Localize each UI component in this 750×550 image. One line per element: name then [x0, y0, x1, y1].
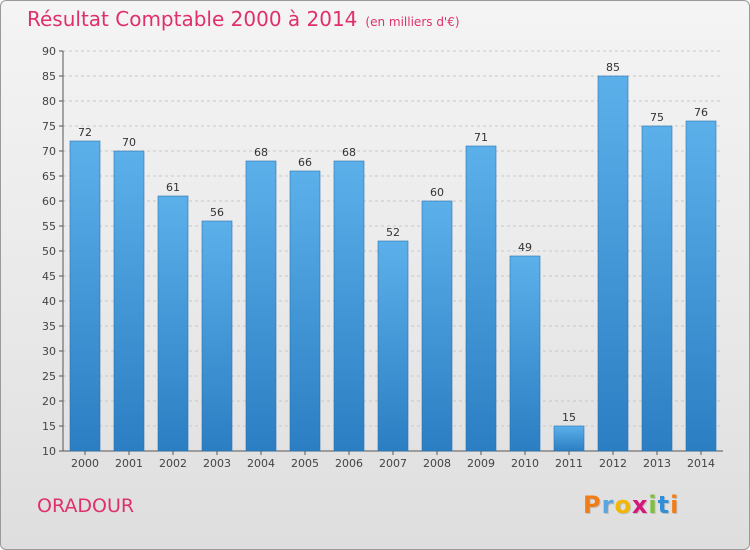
logo-letter: i	[670, 491, 680, 519]
y-tick-label: 90	[42, 45, 56, 58]
x-tick-label: 2010	[511, 457, 539, 470]
value-label: 61	[166, 181, 180, 194]
bar-2000	[69, 140, 101, 452]
proxiti-logo[interactable]: Proxiti	[583, 491, 679, 519]
y-tick-label: 50	[42, 245, 56, 258]
value-label: 75	[650, 111, 664, 124]
y-tick-label: 55	[42, 220, 56, 233]
y-tick-label: 60	[42, 195, 56, 208]
value-label: 15	[562, 411, 576, 424]
y-tick-label: 45	[42, 270, 56, 283]
bar-2005	[289, 170, 321, 452]
bar-2013	[641, 125, 673, 452]
value-label: 85	[606, 61, 620, 74]
value-label: 76	[694, 106, 708, 119]
logo-letter: o	[614, 491, 632, 519]
logo-letter: P	[583, 491, 602, 519]
labels: 10 15 20 25 30 35 40 45 50 55 60 65 70 75 80 85 90 72 2000…	[42, 45, 715, 470]
logo-letter: x	[631, 491, 649, 519]
bar-2007	[377, 240, 409, 452]
x-tick-label: 2002	[159, 457, 187, 470]
x-tick-label: 2009	[467, 457, 495, 470]
x-tick-label: 2004	[247, 457, 275, 470]
x-tick-label: 2001	[115, 457, 143, 470]
y-tick-label: 65	[42, 170, 56, 183]
y-tick-label: 35	[42, 320, 56, 333]
x-tick-label: 2012	[599, 457, 627, 470]
y-tick-label: 15	[42, 420, 56, 433]
y-tick-label: 30	[42, 345, 56, 358]
x-tick-label: 2014	[687, 457, 715, 470]
value-label: 52	[386, 226, 400, 239]
logo-letter: t	[657, 491, 671, 519]
value-label: 68	[342, 146, 356, 159]
bar-2011	[553, 425, 585, 452]
y-tick-label: 20	[42, 395, 56, 408]
y-tick-label: 85	[42, 70, 56, 83]
x-tick-label: 2000	[71, 457, 99, 470]
chart-title-text: Résultat Comptable 2000 à 2014	[27, 7, 358, 31]
value-label: 56	[210, 206, 224, 219]
bar-2009	[465, 145, 497, 452]
chart-title: Résultat Comptable 2000 à 2014 (en millie…	[27, 7, 460, 31]
value-label: 68	[254, 146, 268, 159]
value-label: 72	[78, 126, 92, 139]
bars	[69, 75, 717, 452]
y-tick-label: 40	[42, 295, 56, 308]
commune-name: ORADOUR	[37, 495, 135, 517]
bar-2012	[597, 75, 629, 452]
x-tick-label: 2005	[291, 457, 319, 470]
y-tick-label: 80	[42, 95, 56, 108]
x-tick-label: 2003	[203, 457, 231, 470]
y-tick-label: 70	[42, 145, 56, 158]
logo-letter: r	[601, 491, 615, 519]
x-tick-label: 2011	[555, 457, 583, 470]
y-tick-label: 25	[42, 370, 56, 383]
chart-subtitle: (en milliers d'€)	[365, 15, 460, 29]
bar-2004	[245, 160, 277, 452]
bar-2006	[333, 160, 365, 452]
x-tick-label: 2007	[379, 457, 407, 470]
value-label: 49	[518, 241, 532, 254]
value-label: 70	[122, 136, 136, 149]
logo-letter: i	[648, 491, 658, 519]
x-tick-label: 2006	[335, 457, 363, 470]
x-tick-label: 2013	[643, 457, 671, 470]
bar-2002	[157, 195, 189, 452]
y-tick-label: 10	[42, 445, 56, 458]
bar-2001	[113, 150, 145, 452]
bar-2010	[509, 255, 541, 452]
bar-2014	[685, 120, 717, 452]
value-label: 60	[430, 186, 444, 199]
bar-2008	[421, 200, 453, 452]
value-label: 71	[474, 131, 488, 144]
value-label: 66	[298, 156, 312, 169]
x-tick-label: 2008	[423, 457, 451, 470]
y-tick-label: 75	[42, 120, 56, 133]
bar-2003	[201, 220, 233, 452]
